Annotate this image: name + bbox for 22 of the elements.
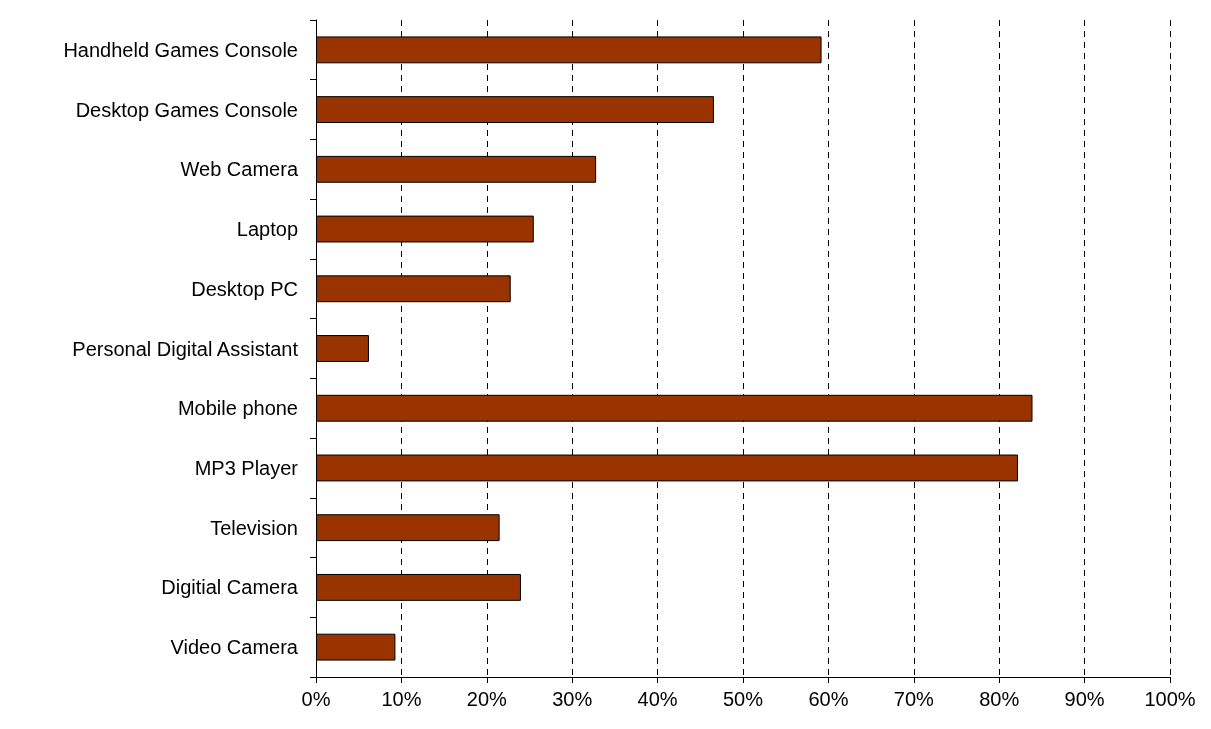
y-tick-label: Web Camera	[180, 158, 299, 181]
y-tick-label: Television	[210, 516, 298, 539]
y-tick-label: Digitial Camera	[161, 576, 299, 599]
y-tick-label: Video Camera	[170, 636, 299, 659]
x-tick-label: 90%	[1064, 688, 1105, 710]
x-tick-label: 40%	[637, 688, 678, 710]
y-tick-label: Mobile phone	[177, 397, 298, 420]
y-tick-label: Desktop PC	[191, 277, 298, 300]
y-tick-label: Personal Digital Assistant	[72, 337, 299, 360]
y-tick-label: Laptop	[236, 218, 298, 241]
x-tick-label: 50%	[722, 688, 764, 710]
x-tick-label: 30%	[552, 688, 593, 710]
x-tick-label: 100%	[1144, 688, 1196, 710]
x-tick-label: 70%	[893, 688, 935, 710]
y-tick-label: Handheld Games Console	[63, 38, 298, 61]
x-tick-label: 60%	[808, 688, 849, 710]
x-tick-label: 10%	[381, 688, 422, 710]
x-tick-label: 0%	[301, 688, 331, 710]
y-tick-label: MP3 Player	[194, 456, 299, 479]
x-tick-label: 20%	[466, 688, 508, 710]
x-tick-label: 80%	[979, 688, 1020, 710]
y-tick-label: Desktop Games Console	[75, 98, 298, 121]
